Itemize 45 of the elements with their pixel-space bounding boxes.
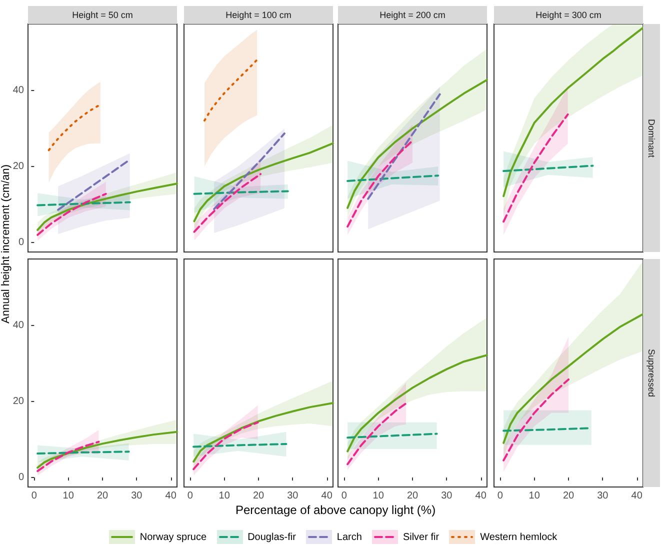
chart-title: Height = 50 cm [28, 6, 177, 24]
legend-label: Larch [336, 532, 362, 542]
line-series [57, 158, 131, 211]
x-tick-label: 20 [252, 490, 264, 502]
x-tick-label: 0 [341, 490, 348, 502]
x-tick-label: 30 [597, 490, 609, 502]
y-tick-label: 20 [12, 396, 24, 407]
x-tick-label: 30 [287, 490, 299, 502]
x-tick-label: 0 [31, 490, 38, 502]
x-tick-label: 10 [62, 490, 74, 502]
legend-label: Western hemlock [480, 532, 558, 542]
x-tick-label: 10 [528, 490, 540, 502]
x-tick-label: 40 [475, 490, 487, 502]
legend-label: Douglas-fir [248, 532, 296, 542]
x-tick-label: 40 [165, 490, 177, 502]
y-tick-label: 20 [12, 161, 24, 172]
y-axis-title: Annual height increment (cm/an) [0, 164, 12, 326]
line-series [48, 104, 102, 152]
x-tick-label: 40 [631, 490, 643, 502]
x-tick-label: 10 [372, 490, 384, 502]
x-tick-label: 20 [406, 490, 418, 502]
line-series [36, 192, 107, 236]
y-tick-label: 0 [18, 237, 24, 248]
x-tick-label: 30 [441, 490, 453, 502]
line-series [36, 440, 100, 472]
line-series [36, 430, 178, 469]
chart-title: Height = 200 cm [338, 6, 487, 24]
y2-axis-title: Suppressed [643, 259, 660, 487]
x-tick-label: 20 [96, 490, 108, 502]
x-tick-label: 20 [562, 490, 574, 502]
chart-title: Height = 300 cm [494, 6, 643, 24]
legend-label: Silver fir [402, 532, 440, 542]
legend-label: Norway spruce [140, 532, 207, 542]
x-tick-label: 0 [497, 490, 504, 502]
y2-axis-title: Dominant [643, 24, 660, 252]
y-tick-label: 40 [12, 85, 24, 96]
x-tick-label: 30 [131, 490, 143, 502]
x-tick-label: 0 [187, 490, 194, 502]
y-tick-label: 40 [12, 320, 24, 331]
x-tick-label: 40 [321, 490, 333, 502]
line-series [36, 182, 178, 231]
chart-title: Height = 100 cm [184, 6, 333, 24]
x-tick-label: 10 [218, 490, 230, 502]
y-tick-label: 0 [18, 472, 24, 483]
x-axis-title: Percentage of above canopy light (%) [234, 503, 437, 517]
